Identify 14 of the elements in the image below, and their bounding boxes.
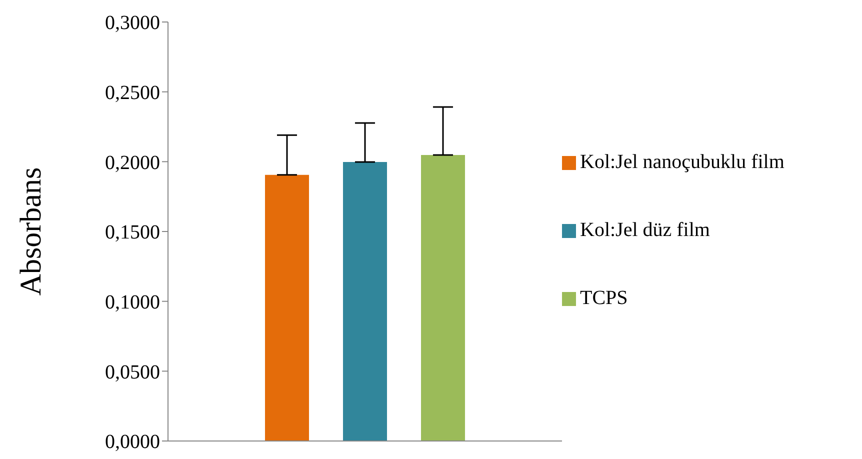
- y-tick-label: 0,1000: [105, 291, 160, 314]
- legend-label: Kol:Jel nanoçubuklu film: [580, 150, 784, 172]
- y-tick-label: 0,2000: [105, 152, 160, 174]
- y-axis-title: Absorbans: [14, 167, 48, 296]
- y-tick-label: 0,0500: [105, 361, 160, 384]
- bar: [421, 154, 465, 441]
- y-tick-label: 0,0000: [105, 431, 160, 454]
- y-tick-label: 0,2500: [105, 82, 160, 104]
- y-tick-label: 0,3000: [105, 12, 160, 34]
- bar: [265, 174, 309, 441]
- y-tick-label: 0,1500: [105, 222, 160, 244]
- bar: [343, 162, 387, 441]
- legend-label: TCPS: [580, 286, 628, 308]
- legend-label: Kol:Jel düz film: [580, 218, 710, 240]
